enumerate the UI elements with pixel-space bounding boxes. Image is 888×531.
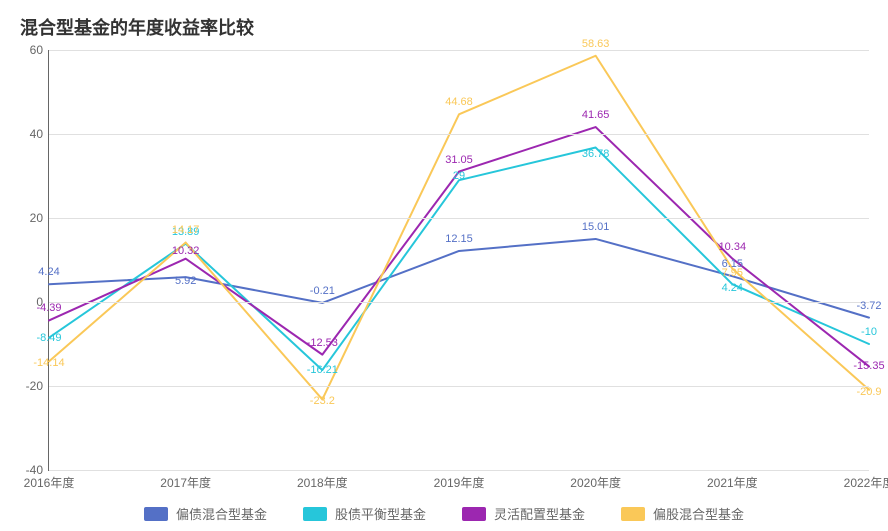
point-value-label: 44.68 [445, 96, 473, 108]
point-value-label: 10.34 [719, 241, 747, 253]
plot-area: -40-2002040602016年度2017年度2018年度2019年度202… [48, 50, 869, 471]
point-value-label: -10 [861, 326, 877, 338]
point-value-label: 36.78 [582, 148, 610, 160]
legend-swatch-icon [621, 507, 645, 521]
legend-label: 偏债混合型基金 [176, 504, 267, 523]
chart-title: 混合型基金的年度收益率比较 [20, 14, 254, 40]
point-value-label: 4.24 [722, 282, 743, 294]
point-value-label: 13.89 [172, 226, 200, 238]
x-tick-label: 2016年度 [24, 474, 75, 491]
gridline-y [49, 302, 869, 303]
x-tick-label: 2022年度 [844, 474, 888, 491]
legend-item[interactable]: 偏股混合型基金 [621, 504, 744, 523]
point-value-label: -14.14 [33, 357, 64, 369]
point-value-label: 6.15 [722, 258, 743, 270]
x-tick-label: 2021年度 [707, 474, 758, 491]
x-tick-label: 2019年度 [434, 474, 485, 491]
gridline-y [49, 134, 869, 135]
point-value-label: 4.24 [38, 266, 59, 278]
point-value-label: 12.15 [445, 233, 473, 245]
legend-swatch-icon [303, 507, 327, 521]
point-value-label: 29 [453, 170, 465, 182]
legend-item[interactable]: 偏债混合型基金 [144, 504, 267, 523]
series-line [49, 239, 869, 318]
y-tick-label: 0 [36, 295, 43, 309]
legend-item[interactable]: 股债平衡型基金 [303, 504, 426, 523]
legend-label: 股债平衡型基金 [335, 504, 426, 523]
x-tick-label: 2020年度 [570, 474, 621, 491]
legend: 偏债混合型基金 股债平衡型基金 灵活配置型基金 偏股混合型基金 [0, 504, 888, 523]
point-value-label: 41.65 [582, 109, 610, 121]
point-value-label: 5.92 [175, 275, 196, 287]
point-value-label: 58.63 [582, 38, 610, 50]
y-tick-label: 20 [30, 211, 43, 225]
legend-label: 灵活配置型基金 [494, 504, 585, 523]
line-series-svg [49, 50, 869, 470]
point-value-label: -16.21 [307, 364, 338, 376]
point-value-label: -12.53 [307, 337, 338, 349]
point-value-label: -20.9 [856, 386, 881, 398]
series-line [49, 56, 869, 400]
gridline-y [49, 470, 869, 471]
series-line [49, 148, 869, 371]
legend-swatch-icon [144, 507, 168, 521]
point-value-label: -23.2 [310, 395, 335, 407]
y-tick-label: 40 [30, 127, 43, 141]
legend-swatch-icon [462, 507, 486, 521]
gridline-y [49, 218, 869, 219]
legend-item[interactable]: 灵活配置型基金 [462, 504, 585, 523]
point-value-label: 15.01 [582, 221, 610, 233]
y-tick-label: 60 [30, 43, 43, 57]
chart-container: 混合型基金的年度收益率比较 -40-2002040602016年度2017年度2… [0, 0, 888, 531]
legend-label: 偏股混合型基金 [653, 504, 744, 523]
x-tick-label: 2018年度 [297, 474, 348, 491]
series-line [49, 127, 869, 366]
gridline-y [49, 50, 869, 51]
point-value-label: 14.17 [172, 224, 200, 236]
point-value-label: -0.21 [310, 285, 335, 297]
y-tick-label: -20 [26, 379, 43, 393]
point-value-label: -15.35 [853, 360, 884, 372]
x-tick-label: 2017年度 [160, 474, 211, 491]
gridline-y [49, 386, 869, 387]
point-value-label: -8.49 [36, 332, 61, 344]
point-value-label: 7.95 [722, 267, 743, 279]
point-value-label: 10.32 [172, 245, 200, 257]
point-value-label: 31.05 [445, 154, 473, 166]
